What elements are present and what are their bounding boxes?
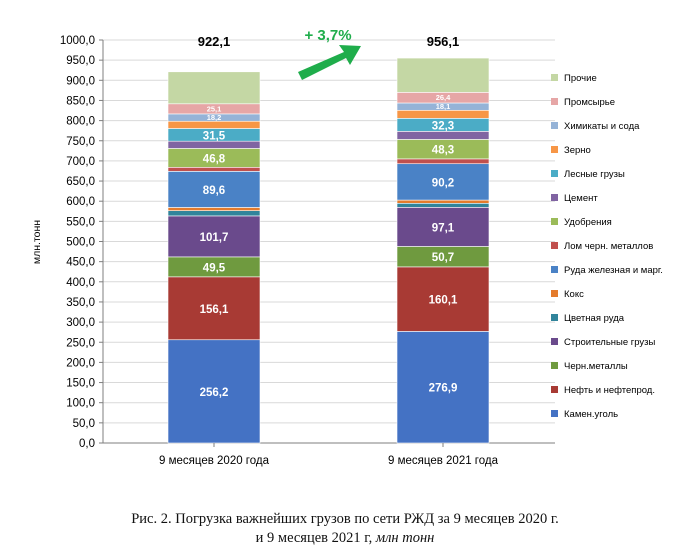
data-label: 18,2 [207, 113, 222, 122]
data-label: 90,2 [432, 177, 454, 189]
legend-item: Удобрения [564, 217, 612, 228]
y-tick-label: 250,0 [66, 337, 95, 349]
legend-swatch [551, 218, 558, 225]
y-tick-label: 300,0 [66, 317, 95, 329]
legend-item: Прочие [564, 73, 597, 84]
legend-swatch [551, 122, 558, 129]
y-tick-label: 50,0 [73, 418, 95, 430]
data-label: 50,7 [432, 252, 454, 264]
legend-swatch [551, 170, 558, 177]
data-label: 26,4 [436, 93, 451, 102]
y-tick-label: 0,0 [79, 438, 95, 450]
figure-caption-line-1: Рис. 2. Погрузка важнейших грузов по сет… [131, 511, 559, 527]
legend-item: Камен.уголь [564, 409, 618, 420]
legend-item: Цемент [564, 193, 598, 204]
bar-segment [167, 215, 261, 258]
y-tick-label: 800,0 [66, 116, 95, 128]
data-label: 25,1 [207, 104, 222, 113]
y-tick-label: 700,0 [66, 156, 95, 168]
growth-label: + 3,7% [304, 27, 351, 44]
legend-swatch [551, 386, 558, 393]
data-label: 32,3 [432, 120, 454, 132]
legend-swatch [551, 146, 558, 153]
bar-segment [167, 276, 261, 341]
legend-item: Лесные грузы [564, 169, 625, 180]
total-label: 922,1 [198, 34, 231, 49]
legend-swatch [551, 410, 558, 417]
y-tick-label: 750,0 [66, 136, 95, 148]
y-tick-label: 150,0 [66, 378, 95, 390]
bar-segment [396, 57, 490, 93]
data-label: 101,7 [200, 232, 229, 244]
data-label: 31,5 [203, 130, 226, 142]
legend-item: Лом черн. металлов [564, 241, 653, 252]
bar-segment [167, 71, 261, 105]
data-label: 156,1 [200, 304, 229, 316]
legend-item: Цветная руда [564, 313, 625, 324]
bar-segment [396, 331, 490, 444]
data-label: 89,6 [203, 185, 225, 197]
legend-item: Кокс [564, 289, 584, 300]
y-tick-label: 350,0 [66, 297, 95, 309]
bar-segment [167, 210, 261, 217]
y-tick-label: 400,0 [66, 277, 95, 289]
legend-item: Нефть и нефтепрод. [564, 385, 655, 396]
legend-swatch [551, 194, 558, 201]
legend-swatch [551, 266, 558, 273]
legend-swatch [551, 74, 558, 81]
y-axis-label: млн.тонн [31, 220, 43, 264]
legend-item: Промсырье [564, 97, 615, 108]
legend-swatch [551, 242, 558, 249]
bar-segment [396, 207, 490, 247]
figure-caption-line-2: и 9 месяцев 2021 г, млн тонн [0, 530, 690, 547]
data-label: 46,8 [203, 153, 226, 165]
y-tick-label: 1000,0 [60, 35, 95, 47]
growth-arrow-icon [298, 45, 361, 80]
y-tick-label: 450,0 [66, 257, 95, 269]
stacked-bar-chart: 0,0 50,0 100,0 150,0 200,0 250,0 300,0 350,0 400… [31, 27, 663, 467]
bar-segment [396, 199, 490, 204]
legend-item: Строительные грузы [564, 337, 656, 348]
bar-segment [396, 109, 490, 119]
bar-segment [167, 167, 261, 172]
data-label: 97,1 [432, 222, 455, 234]
bar-segment [396, 158, 490, 165]
legend-swatch [551, 314, 558, 321]
bar-segment [167, 171, 261, 208]
bar-segment [167, 207, 261, 211]
bar-segment [396, 131, 490, 140]
data-label: 49,5 [203, 262, 226, 274]
total-label: 956,1 [427, 34, 460, 49]
bar-segment [167, 120, 261, 129]
legend-swatch [551, 338, 558, 345]
y-tick-label: 650,0 [66, 176, 95, 188]
data-label: 18,1 [436, 102, 451, 111]
y-tick-label: 600,0 [66, 196, 95, 208]
legend-swatch [551, 98, 558, 105]
y-tick-label: 900,0 [66, 75, 95, 87]
y-tick-label: 100,0 [66, 398, 95, 410]
bar-segment [396, 202, 490, 208]
y-tick-label: 200,0 [66, 357, 95, 369]
data-label: 160,1 [429, 295, 458, 307]
bar-segment [396, 163, 490, 201]
y-tick-label: 850,0 [66, 95, 95, 107]
legend-swatch [551, 362, 558, 369]
legend-item: Химикаты и сода [564, 121, 640, 132]
y-tick-label: 550,0 [66, 216, 95, 228]
y-tick-label: 950,0 [66, 55, 95, 67]
data-label: 48,3 [432, 145, 454, 157]
caption-plain-text: и 9 месяцев 2021 г, [255, 530, 376, 546]
data-label: 256,2 [200, 387, 229, 399]
x-category-label: 9 месяцев 2021 года [388, 455, 499, 467]
legend-item: Черн.металлы [564, 361, 628, 372]
caption-unit: млн тонн [375, 530, 435, 546]
x-category-label: 9 месяцев 2020 года [159, 455, 270, 467]
legend-item: Руда железная и марг. [564, 265, 663, 276]
legend-item: Зерно [564, 145, 591, 156]
y-tick-label: 500,0 [66, 237, 95, 249]
data-label: 276,9 [429, 383, 458, 395]
legend-swatch [551, 290, 558, 297]
